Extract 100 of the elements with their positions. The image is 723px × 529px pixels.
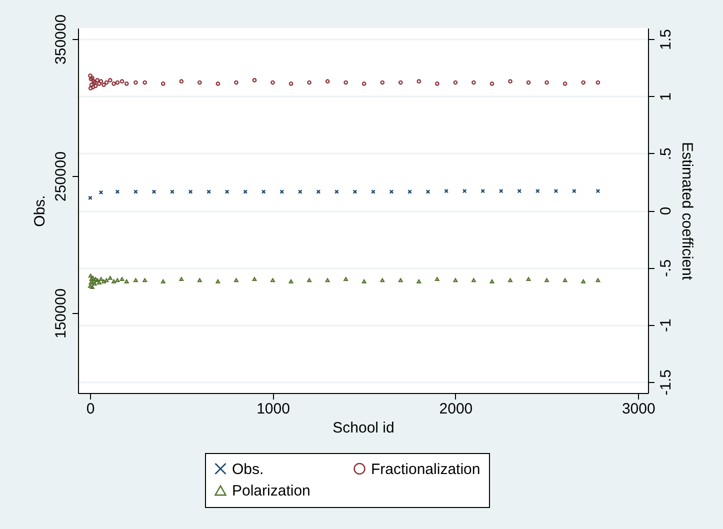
point	[398, 278, 403, 282]
point	[344, 277, 348, 282]
point	[160, 81, 166, 86]
point	[95, 78, 100, 82]
point	[88, 73, 92, 78]
x-axis-title: School id	[332, 420, 394, 436]
point	[142, 278, 148, 282]
point	[104, 278, 109, 282]
x-tick-label: 3000	[622, 400, 656, 418]
point	[120, 79, 124, 84]
point	[434, 81, 440, 86]
point	[93, 84, 98, 88]
x-tick-label: 0	[86, 400, 95, 418]
legend-label: Fractionalization	[371, 460, 480, 478]
point	[234, 80, 238, 85]
point	[472, 80, 476, 85]
point	[288, 81, 294, 86]
point	[416, 279, 422, 284]
point	[252, 277, 257, 282]
point	[562, 278, 568, 282]
point	[112, 279, 116, 284]
point	[526, 277, 531, 282]
point	[581, 279, 586, 284]
point	[434, 277, 440, 282]
point	[88, 274, 93, 278]
point	[102, 82, 106, 87]
point	[453, 278, 458, 282]
y2-tick-label: -1.5	[658, 369, 674, 396]
point	[197, 80, 202, 85]
point	[102, 279, 106, 284]
point	[596, 80, 600, 85]
x-tick-label: 1000	[256, 400, 290, 418]
y-tick-label: 150000	[52, 288, 70, 339]
y-axis-title: Obs.	[32, 195, 48, 227]
y2-tick-label: -1	[658, 318, 674, 332]
y-tick-label: 350000	[52, 14, 70, 64]
point	[453, 80, 458, 85]
x-tick-label: 2000	[439, 400, 473, 418]
y2-axis-title: Estimated coefficient	[678, 142, 696, 281]
point	[197, 278, 202, 282]
point	[362, 81, 366, 86]
legend-label: Obs.	[232, 460, 264, 478]
point	[89, 277, 94, 282]
point	[526, 80, 531, 85]
point	[490, 279, 494, 284]
point	[596, 278, 600, 282]
point	[508, 278, 512, 282]
point	[120, 277, 124, 282]
point	[88, 86, 93, 90]
point	[581, 80, 586, 85]
point	[179, 79, 184, 84]
point	[98, 277, 104, 282]
y2-tick-label: 1	[658, 92, 674, 101]
point	[544, 278, 549, 282]
point	[288, 279, 294, 284]
point	[472, 278, 476, 282]
point	[270, 278, 275, 282]
point	[307, 278, 312, 282]
point	[380, 80, 385, 85]
point	[108, 276, 112, 280]
point	[97, 280, 102, 284]
point	[325, 278, 330, 282]
point	[508, 79, 512, 84]
point	[90, 285, 94, 290]
point	[115, 80, 120, 85]
point	[115, 278, 120, 282]
point	[380, 278, 385, 282]
point	[142, 80, 148, 85]
legend-label: Polarization	[232, 482, 310, 500]
point	[98, 79, 104, 84]
point	[88, 280, 94, 284]
point	[108, 78, 112, 82]
y2-tick-label: 0	[658, 206, 674, 216]
point	[216, 81, 220, 86]
point	[544, 80, 549, 85]
point	[234, 278, 238, 282]
point	[416, 79, 422, 84]
point	[307, 80, 312, 85]
point	[562, 81, 568, 86]
point	[134, 278, 138, 282]
point	[89, 82, 94, 87]
point	[398, 80, 403, 85]
y2-tick-label: 1.5	[658, 29, 674, 50]
point	[112, 81, 116, 86]
point	[270, 80, 275, 85]
point	[134, 80, 138, 85]
point	[179, 277, 184, 282]
point	[92, 282, 97, 286]
point	[104, 80, 109, 85]
point	[252, 78, 257, 82]
y2-tick-label: -.5	[658, 259, 674, 277]
point	[325, 79, 330, 84]
point	[344, 80, 348, 85]
y2-tick-label: .5	[658, 148, 674, 160]
point	[216, 279, 220, 284]
point	[160, 279, 166, 284]
point	[490, 81, 494, 86]
point	[97, 81, 102, 86]
point	[124, 81, 129, 86]
point	[124, 279, 129, 284]
